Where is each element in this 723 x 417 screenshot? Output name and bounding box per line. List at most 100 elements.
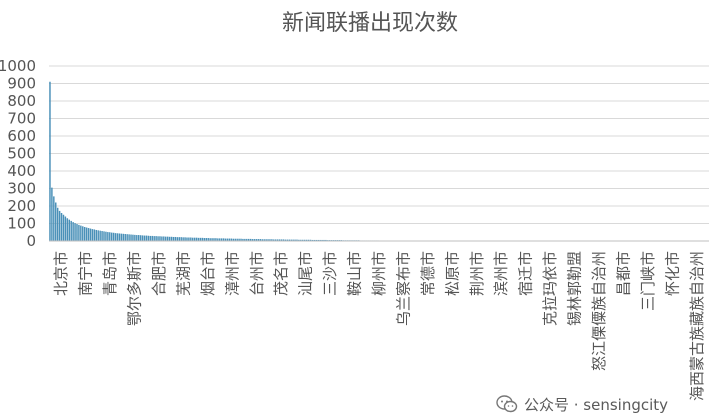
bar <box>118 233 121 241</box>
bar <box>184 237 186 241</box>
bar <box>217 238 219 242</box>
bar <box>180 237 182 241</box>
bar <box>120 233 123 241</box>
bar <box>130 234 132 241</box>
x-tick-label: 乌兰察布市 <box>394 251 412 326</box>
bar <box>195 237 198 241</box>
bar <box>89 228 92 241</box>
bar <box>53 196 55 242</box>
bar <box>83 227 86 241</box>
bar <box>172 236 175 241</box>
bar <box>168 236 171 241</box>
bar <box>82 226 84 241</box>
bar <box>255 239 258 241</box>
bar <box>207 238 209 241</box>
bar <box>249 238 252 241</box>
gridlines <box>49 65 709 224</box>
x-tick-label: 北京市 <box>52 251 70 296</box>
bars <box>49 81 709 242</box>
bar <box>248 238 250 241</box>
bar <box>209 238 211 241</box>
x-tick-label: 茂名市 <box>272 251 290 296</box>
bar <box>155 236 157 241</box>
bar <box>138 235 140 241</box>
bar <box>228 238 231 241</box>
y-tick-label: 600 <box>7 127 36 145</box>
x-tick-label: 三沙市 <box>321 251 339 296</box>
bar <box>163 236 165 241</box>
watermark: 公众号 · sensingcity <box>496 392 668 416</box>
x-tick-label: 合肥市 <box>150 251 168 296</box>
bar <box>170 236 173 241</box>
bar <box>275 239 277 241</box>
bar <box>261 239 263 241</box>
bar <box>103 231 105 242</box>
bar <box>253 239 256 241</box>
bar <box>236 238 238 241</box>
bar <box>307 239 310 241</box>
y-tick-label: 800 <box>7 92 36 110</box>
bar <box>294 239 296 241</box>
bar <box>143 235 146 241</box>
x-tick-label: 青岛市 <box>101 251 119 296</box>
x-axis-labels: 北京市 南宁市 青岛市 鄂尔多斯市 合肥市 芜湖市 烟台市 漳州市 台州市 茂名市 汕尾市 三沙市 鞍山… <box>52 251 706 401</box>
bar <box>290 239 292 241</box>
bar <box>178 237 180 241</box>
bar <box>122 233 125 241</box>
chart-title: 新闻联播出现次数 <box>282 11 458 36</box>
x-tick-label: 烟台市 <box>199 251 217 296</box>
bar <box>259 239 262 241</box>
bar <box>267 239 269 241</box>
bar <box>193 237 196 241</box>
bar <box>91 229 94 241</box>
bar <box>276 239 279 241</box>
bar <box>302 239 304 241</box>
bar <box>126 234 128 241</box>
bar <box>56 207 59 241</box>
bar <box>70 220 72 242</box>
bar <box>292 239 294 241</box>
bar <box>165 236 167 242</box>
y-tick-label: 900 <box>7 75 36 93</box>
y-tick-label: 0 <box>26 232 36 250</box>
bar <box>107 232 109 241</box>
x-tick-label: 克拉玛依市 <box>541 251 559 326</box>
bar <box>271 239 273 241</box>
bar <box>284 239 287 241</box>
bar <box>232 238 235 241</box>
bar <box>51 187 53 242</box>
bar <box>213 238 215 241</box>
bar <box>186 237 188 241</box>
bar <box>286 239 289 241</box>
bar <box>300 239 302 241</box>
bar <box>93 229 96 241</box>
x-tick-label: 漳州市 <box>223 251 241 296</box>
bar <box>72 222 74 241</box>
bar <box>238 238 240 241</box>
bar <box>226 238 229 241</box>
bar <box>190 237 192 241</box>
bar <box>62 214 65 241</box>
bar <box>95 229 98 241</box>
bar <box>136 235 138 241</box>
x-tick-label: 昌都市 <box>614 251 632 296</box>
bar <box>85 227 88 241</box>
bar <box>257 239 260 241</box>
bar <box>105 231 107 241</box>
bar <box>313 239 316 241</box>
bar <box>182 237 184 241</box>
bar <box>97 230 99 241</box>
bar <box>128 234 130 241</box>
bar <box>230 238 233 241</box>
bar <box>309 239 312 241</box>
bar <box>303 239 306 241</box>
bar <box>139 235 142 241</box>
bar <box>222 238 225 242</box>
bar <box>244 238 246 241</box>
x-tick-label: 宿迁市 <box>517 251 535 296</box>
bar <box>298 239 300 241</box>
bar <box>124 234 126 241</box>
bar <box>203 238 206 241</box>
x-tick-label: 芜湖市 <box>174 251 192 296</box>
